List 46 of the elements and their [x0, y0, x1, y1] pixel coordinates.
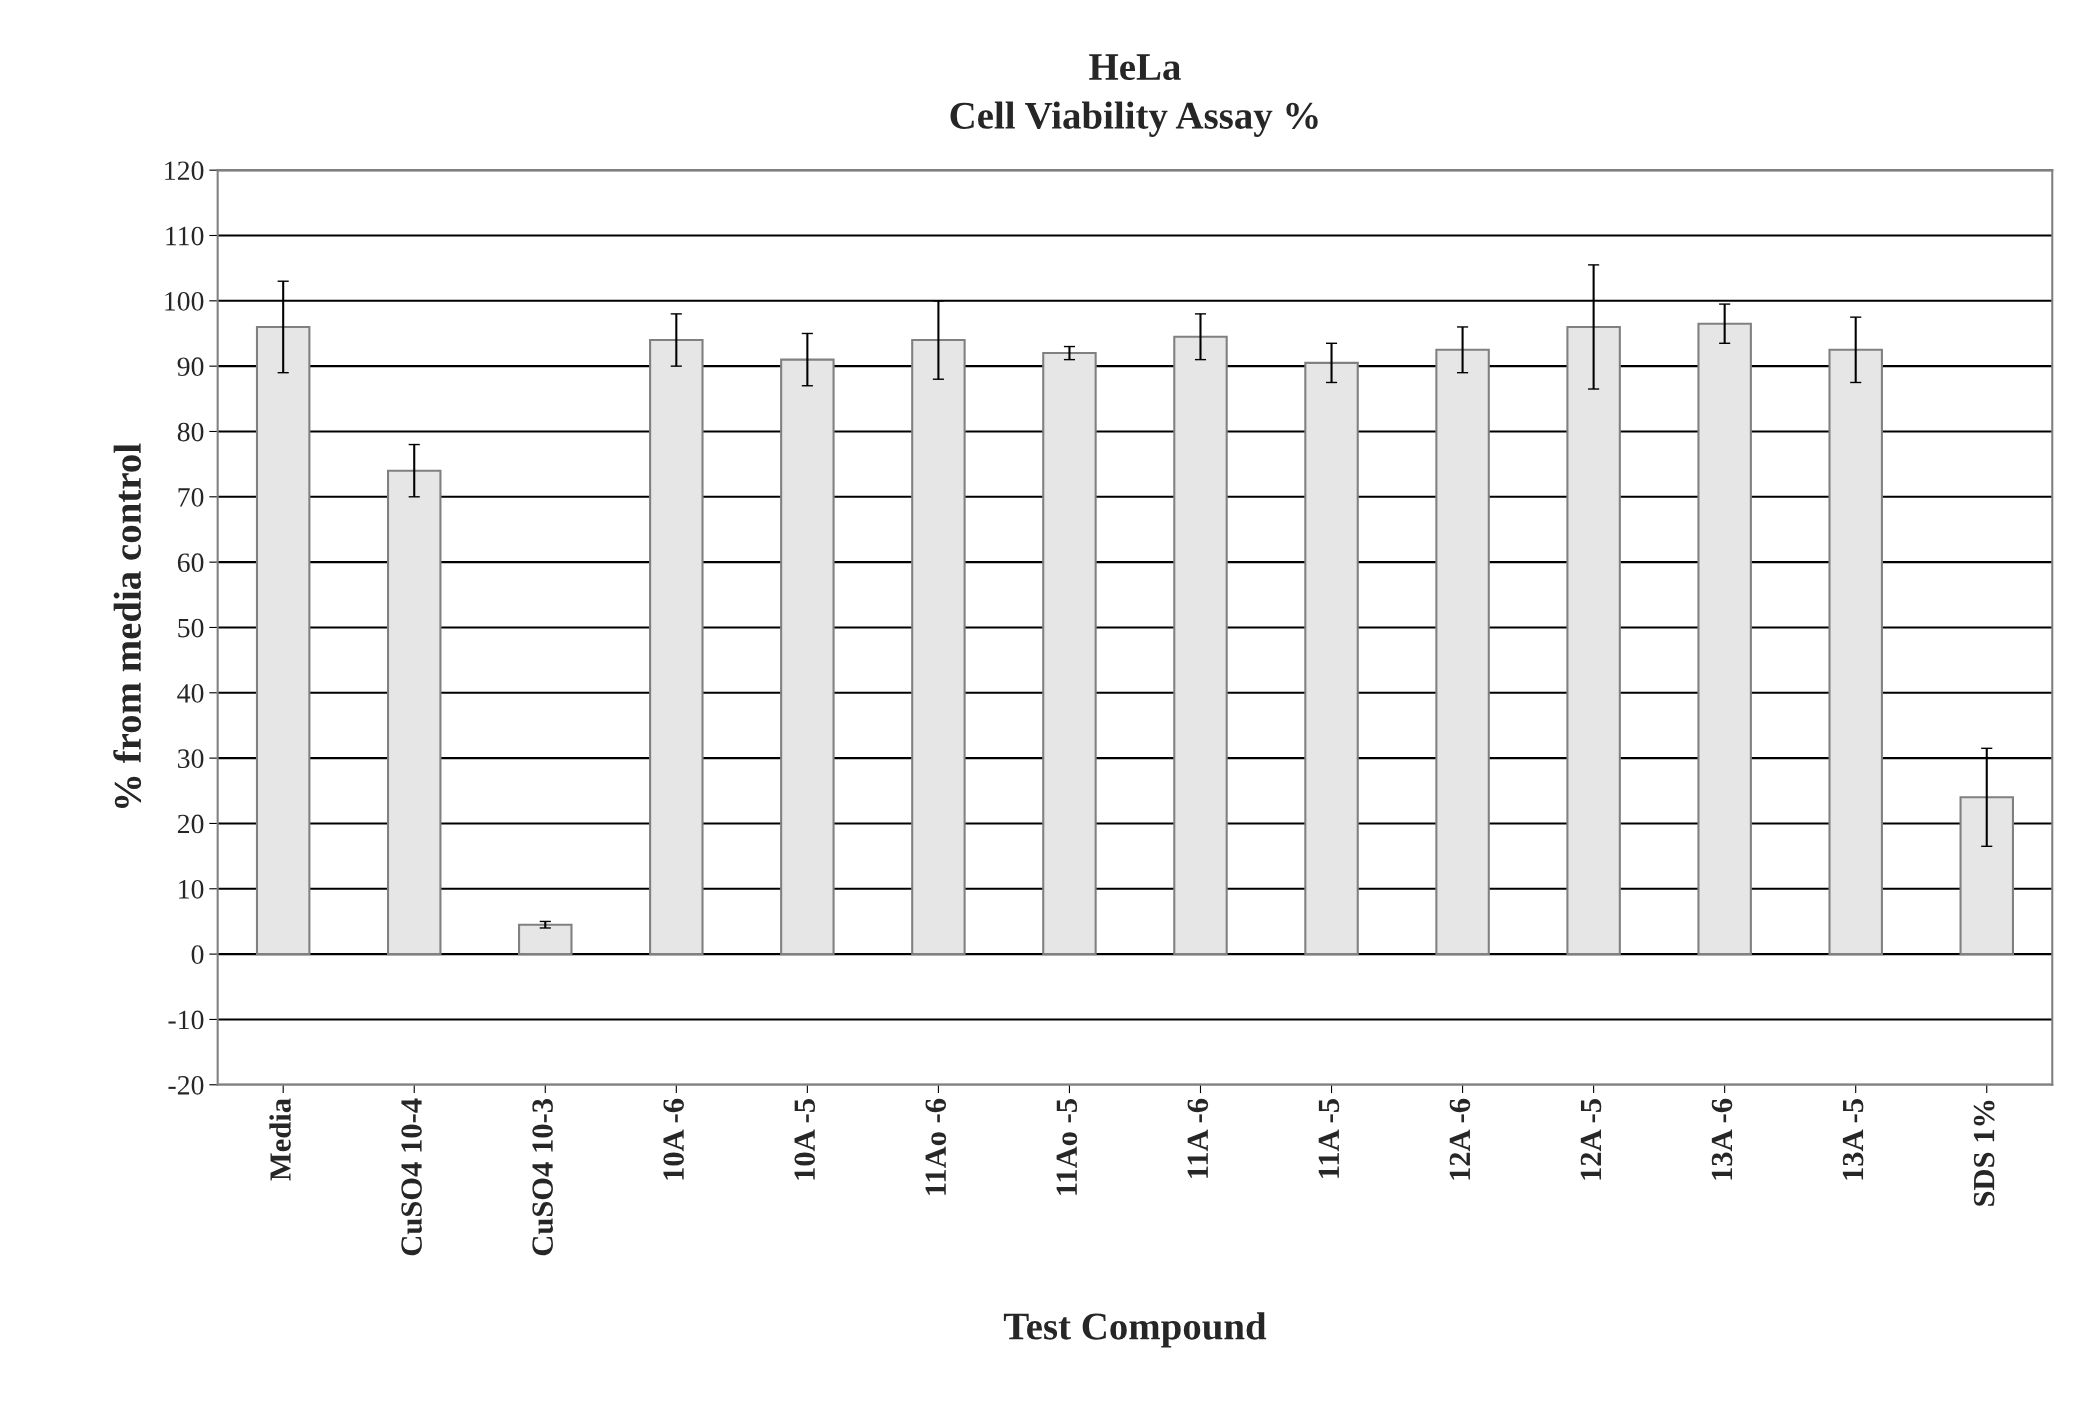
x-tick-label: 11A -5	[1318, 1099, 1340, 1178]
y-tick-label: 110	[166, 226, 204, 246]
x-tick-label: 11Ao -5	[1056, 1099, 1078, 1195]
y-tick-label: 80	[177, 422, 204, 442]
y-tick-label: 30	[178, 749, 204, 769]
bar	[1566, 325, 1621, 956]
x-axis-title: Test Compound	[1003, 1312, 1267, 1348]
x-tick-label: 11A -6	[1187, 1098, 1209, 1178]
y-tick-label: 100	[165, 291, 204, 311]
bar	[1304, 361, 1359, 956]
chart-title: HeLa Cell Viability Assay %	[950, 54, 1318, 137]
y-tick-label: 60	[177, 553, 204, 573]
y-tick-label: -10	[168, 1010, 204, 1030]
x-tick-label: 10A -5	[794, 1099, 816, 1180]
x-tick-label: 12A -5	[1580, 1099, 1602, 1180]
bar	[1435, 348, 1490, 956]
y-tick-label: 50	[178, 618, 204, 638]
bar	[649, 338, 704, 956]
y-tick-label: 70	[178, 487, 204, 507]
bar	[911, 338, 966, 956]
y-tick-label: 40	[177, 683, 204, 703]
bar	[780, 358, 835, 956]
x-tick-label: SDS 1%	[1973, 1100, 1995, 1206]
x-tick-label: 11Ao -6	[925, 1098, 947, 1195]
y-tick-label: 120	[165, 161, 204, 181]
bar	[1042, 352, 1097, 956]
y-tick-label: 10	[179, 879, 204, 899]
bar	[255, 325, 311, 956]
x-tick-label: 13A -5	[1842, 1099, 1864, 1180]
x-tick-label: 13A -6	[1711, 1098, 1733, 1180]
x-tick-label: Media	[269, 1098, 291, 1181]
y-tick-label: 90	[177, 357, 204, 377]
bar	[1173, 335, 1228, 956]
x-tick-label: 12A -6	[1449, 1098, 1471, 1180]
bar	[1697, 322, 1752, 956]
y-tick-label: 20	[177, 814, 204, 834]
y-tick-label: 0	[191, 945, 204, 965]
x-tick-label: CuSO4 10-3	[532, 1099, 553, 1256]
x-tick-label: 10A -6	[663, 1098, 684, 1180]
bar	[386, 469, 442, 956]
bar	[518, 923, 573, 956]
bar	[1828, 348, 1883, 956]
y-tick-label: -20	[168, 1075, 204, 1095]
bar	[1959, 796, 2014, 956]
y-axis-title: % from media control	[113, 443, 142, 809]
x-tick-label: CuSO4 10-4	[401, 1098, 422, 1256]
